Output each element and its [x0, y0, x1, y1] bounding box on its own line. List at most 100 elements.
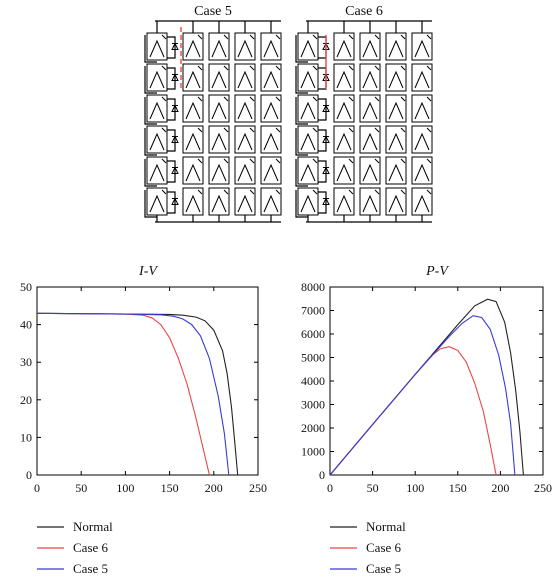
module-corner-mark [348, 158, 354, 164]
x-tick-label: 50 [75, 481, 87, 495]
diode-loop-wire [167, 36, 176, 59]
y-tick-label: 20 [20, 393, 32, 407]
module-cell-glyph [185, 39, 201, 58]
module-corner-mark [197, 127, 203, 133]
module-corner-mark [312, 34, 318, 40]
x-tick-label: 250 [534, 481, 552, 495]
bypass-loop-wire [295, 190, 308, 218]
module-cell-glyph [414, 39, 430, 58]
bypass-loop-wire [144, 97, 157, 125]
module-cell-glyph [362, 194, 378, 213]
y-tick-label: 10 [20, 430, 32, 444]
series-line-case-5 [329, 315, 516, 476]
module-cell-glyph [362, 163, 378, 182]
y-tick-label: 3000 [301, 398, 325, 412]
module-cell-glyph [362, 132, 378, 151]
module-corner-mark [249, 127, 255, 133]
bypass-loop-wire [144, 159, 157, 187]
module-cell-glyph [300, 70, 316, 89]
bypass-loop-wire [295, 128, 308, 156]
legend-label-normal: Normal [73, 519, 113, 534]
pv-legend: Normal Case 6 Case 5 [330, 519, 406, 576]
module-cell-glyph [211, 132, 227, 151]
case6-schematic-title: Case 6 [345, 4, 383, 19]
bypass-loop-wire [295, 66, 308, 94]
module-corner-mark [426, 65, 432, 71]
module-cell-glyph [237, 39, 253, 58]
series-line-case-6 [36, 312, 210, 476]
bypass-loop-wire [144, 190, 157, 218]
bypass-diode-icon [171, 42, 179, 50]
module-corner-mark [400, 65, 406, 71]
module-corner-mark [348, 34, 354, 40]
iv-series [36, 312, 239, 476]
module-cell-glyph [414, 194, 430, 213]
diode-loop-wire [167, 191, 176, 214]
legend-label-case-6: Case 6 [73, 540, 109, 555]
module-cell-glyph [211, 70, 227, 89]
module-corner-mark [275, 127, 281, 133]
module-cell-glyph [149, 194, 165, 213]
bypass-loop-wire [295, 35, 308, 63]
y-tick-label: 0 [26, 468, 32, 482]
diode-loop-wire [318, 129, 327, 152]
module-cell-glyph [300, 101, 316, 120]
module-cell-glyph [263, 163, 279, 182]
module-corner-mark [400, 127, 406, 133]
module-corner-mark [249, 96, 255, 102]
iv-x-axis: 0 50 100 150 200 250 [34, 287, 267, 495]
x-tick-label: 0 [327, 481, 333, 495]
module-corner-mark [161, 158, 167, 164]
pv-x-axis: 0 50 100 150 200 250 [327, 287, 552, 495]
series-line-normal [36, 312, 239, 476]
module-corner-mark [374, 96, 380, 102]
module-corner-mark [161, 65, 167, 71]
module-corner-mark [426, 34, 432, 40]
module-cell-glyph [185, 132, 201, 151]
module-cell-glyph [237, 101, 253, 120]
bypass-loop-wire [144, 66, 157, 94]
module-cell-glyph [414, 132, 430, 151]
legend-label-case-5: Case 5 [73, 561, 108, 576]
y-tick-label: 2000 [301, 421, 325, 435]
diode-loop-wire [167, 129, 176, 152]
bypass-diode-icon [171, 166, 179, 174]
module-cell-glyph [149, 70, 165, 89]
module-corner-mark [312, 65, 318, 71]
diode-loop-wire [167, 67, 176, 90]
case6-array [295, 20, 433, 223]
pv-chart-title: P-V [425, 264, 449, 279]
module-cell-glyph [149, 163, 165, 182]
module-cell-glyph [149, 101, 165, 120]
module-cell-glyph [263, 194, 279, 213]
pv-chart: P-V 0 50 100 150 200 250 0 1000 2000 3000 4000 500… [301, 264, 552, 495]
module-corner-mark [275, 189, 281, 195]
pv-y-axis: 0 1000 2000 3000 4000 5000 6000 7000 8000 [301, 280, 543, 482]
module-cell-glyph [149, 132, 165, 151]
module-corner-mark [426, 127, 432, 133]
module-corner-mark [249, 158, 255, 164]
module-corner-mark [374, 127, 380, 133]
iv-chart-title: I-V [138, 264, 158, 279]
module-corner-mark [275, 34, 281, 40]
module-cell-glyph [211, 163, 227, 182]
module-corner-mark [348, 189, 354, 195]
module-cell-glyph [388, 70, 404, 89]
bypass-diode-icon [171, 73, 179, 81]
module-corner-mark [223, 189, 229, 195]
module-cell-glyph [336, 101, 352, 120]
module-cell-glyph [263, 39, 279, 58]
diode-loop-wire [318, 191, 327, 214]
module-cell-glyph [185, 101, 201, 120]
module-cell-glyph [414, 70, 430, 89]
module-cell-glyph [185, 70, 201, 89]
module-cell-glyph [388, 132, 404, 151]
bypass-loop-wire [295, 97, 308, 125]
y-tick-label: 6000 [301, 327, 325, 341]
module-cell-glyph [149, 39, 165, 58]
y-tick-label: 0 [319, 468, 325, 482]
module-corner-mark [223, 158, 229, 164]
module-cell-glyph [336, 132, 352, 151]
module-cell-glyph [211, 39, 227, 58]
module-cell-glyph [300, 39, 316, 58]
